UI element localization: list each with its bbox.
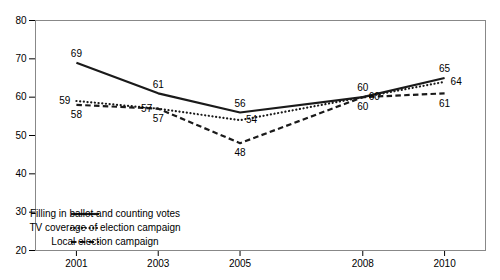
svg-text:60: 60 — [357, 82, 369, 93]
svg-text:69: 69 — [71, 48, 83, 59]
svg-text:50: 50 — [15, 130, 27, 141]
svg-text:58: 58 — [71, 109, 83, 120]
svg-text:65: 65 — [439, 63, 451, 74]
svg-text:64: 64 — [451, 76, 463, 87]
svg-text:TV coverage of election campai: TV coverage of election campaign — [29, 222, 180, 233]
svg-text:40: 40 — [15, 168, 27, 179]
svg-text:60: 60 — [357, 101, 369, 112]
svg-text:54: 54 — [246, 114, 258, 125]
svg-text:20: 20 — [15, 245, 27, 256]
svg-text:61: 61 — [439, 98, 451, 109]
svg-text:57: 57 — [141, 103, 153, 114]
svg-text:Local election campaign: Local election campaign — [51, 236, 158, 247]
svg-text:30: 30 — [15, 206, 27, 217]
svg-text:2005: 2005 — [229, 258, 252, 269]
svg-text:61: 61 — [153, 79, 165, 90]
svg-text:2003: 2003 — [147, 258, 170, 269]
svg-text:80: 80 — [15, 15, 27, 26]
svg-text:60: 60 — [369, 91, 381, 102]
svg-text:60: 60 — [15, 91, 27, 102]
svg-text:57: 57 — [153, 113, 165, 124]
svg-text:2010: 2010 — [433, 258, 456, 269]
svg-text:2001: 2001 — [65, 258, 88, 269]
svg-text:70: 70 — [15, 53, 27, 64]
svg-text:Filling in ballot and counting: Filling in ballot and counting votes — [30, 208, 180, 219]
svg-text:2008: 2008 — [352, 258, 375, 269]
svg-text:56: 56 — [234, 98, 246, 109]
svg-text:48: 48 — [234, 147, 246, 158]
svg-text:59: 59 — [59, 95, 71, 106]
